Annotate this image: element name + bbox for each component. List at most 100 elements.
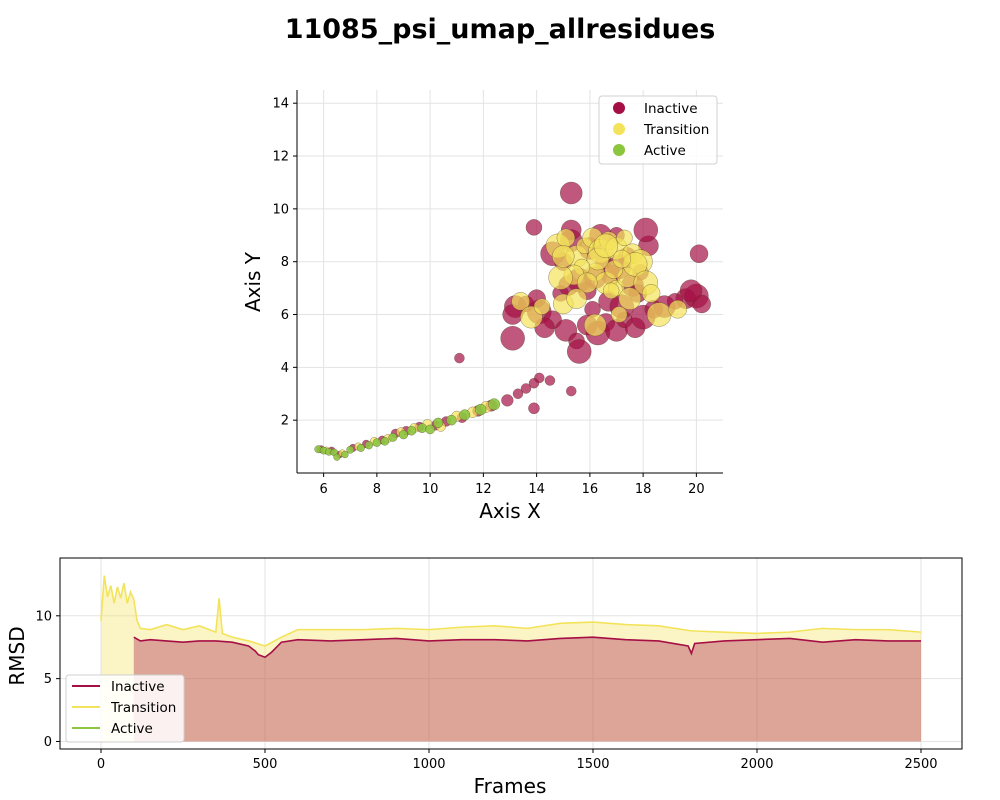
scatter-y-tick-label: 4	[281, 361, 289, 376]
scatter-point-inactive	[565, 385, 577, 397]
scatter-point-transition	[552, 245, 575, 268]
scatter-point-transition	[566, 288, 587, 309]
scatter-point-active	[380, 437, 390, 446]
scatter-x-tick-label: 6	[319, 482, 327, 497]
scatter-x-tick-label: 18	[635, 482, 652, 497]
scatter-point-active	[474, 403, 487, 416]
scatter-point-active	[398, 430, 409, 440]
scatter-point-active	[364, 441, 373, 450]
scatter-point-transition	[556, 228, 576, 248]
scatter-point-inactive	[689, 244, 709, 264]
scatter-y-tick-label: 8	[281, 255, 289, 270]
scatter-point-transition	[641, 284, 661, 303]
scatter-point-transition	[612, 249, 632, 269]
scatter-point-inactive	[528, 402, 540, 415]
rmsd-lines	[100, 575, 922, 659]
figure-title: 11085_psi_umap_allresidues	[285, 14, 716, 45]
rmsd-x-axis-label: Frames	[474, 774, 547, 798]
scatter-point-active	[488, 398, 500, 411]
scatter-legend-marker	[613, 144, 625, 156]
scatter-legend-marker	[613, 123, 625, 135]
scatter-point-inactive	[520, 383, 532, 394]
scatter-point-transition	[593, 233, 619, 259]
rmsd-legend-label: Transition	[110, 700, 176, 716]
scatter-point-active	[356, 443, 365, 452]
umap-scatter-plot: 6 8 10 12 14 16 18 20 2 4 6 8 10 12 14 Axis X Axis Y I…	[241, 90, 723, 523]
scatter-axes	[296, 90, 723, 474]
rmsd-legend-label: Inactive	[111, 679, 165, 695]
scatter-points	[314, 181, 711, 461]
scatter-point-active	[432, 417, 444, 428]
scatter-point-transition	[511, 292, 530, 311]
rmsd-y-axis-label: RMSD	[5, 626, 29, 685]
rmsd-x-tick-label: 1000	[412, 757, 445, 772]
scatter-x-tick-label: 8	[373, 482, 381, 497]
scatter-legend-label: Active	[644, 143, 686, 159]
scatter-point-transition	[610, 306, 628, 323]
scatter-point-active	[406, 425, 417, 436]
scatter-point-transition	[533, 298, 551, 315]
scatter-point-transition	[602, 282, 620, 299]
scatter-point-inactive	[454, 352, 465, 364]
scatter-point-inactive	[633, 217, 659, 243]
scatter-point-active	[372, 438, 382, 447]
rmsd-legend: Inactive Transition Active	[65, 674, 185, 743]
scatter-y-tick-label: 6	[281, 308, 289, 323]
scatter-point-transition	[616, 229, 633, 247]
scatter-point-transition	[576, 272, 598, 294]
scatter-point-transition	[548, 265, 573, 290]
rmsd-line-plot: 0 500 1000 1500 2000 2500 0 5 10 Frames RMSD Ina…	[5, 557, 963, 798]
scatter-point-inactive	[566, 339, 592, 364]
scatter-point-active	[417, 423, 428, 433]
scatter-x-tick-label: 12	[475, 482, 492, 497]
scatter-point-active	[346, 445, 355, 454]
rmsd-axes	[59, 557, 963, 750]
scatter-point-active	[341, 450, 349, 459]
rmsd-x-tick-label: 500	[253, 757, 278, 772]
scatter-point-inactive	[559, 181, 583, 205]
rmsd-x-tick-label: 2000	[740, 757, 773, 772]
scatter-point-inactive	[544, 375, 556, 386]
rmsd-fill-transition	[101, 575, 921, 742]
rmsd-y-tick-label: 5	[44, 672, 52, 687]
scatter-point-inactive	[534, 372, 545, 384]
rmsd-x-tick-label: 1500	[576, 757, 609, 772]
scatter-x-tick-label: 10	[422, 482, 439, 497]
rmsd-line-inactive	[133, 636, 921, 659]
rmsd-y-tick-label: 0	[44, 735, 52, 750]
scatter-legend-frame	[598, 95, 718, 165]
rmsd-plot-frame	[59, 557, 963, 750]
scatter-y-tick-label: 2	[281, 414, 289, 429]
scatter-point-transition	[618, 287, 642, 310]
scatter-point-transition	[646, 302, 672, 327]
scatter-point-inactive	[512, 388, 524, 400]
scatter-x-axis-label: Axis X	[479, 499, 541, 523]
scatter-y-tick-label: 10	[272, 202, 289, 217]
scatter-x-tick-label: 14	[528, 482, 545, 497]
scatter-x-tick-label: 20	[688, 482, 705, 497]
scatter-point-active	[388, 432, 398, 442]
scatter-point-active	[333, 453, 341, 461]
scatter-y-axis-label: Axis Y	[241, 251, 265, 312]
scatter-point-inactive	[500, 326, 525, 351]
rmsd-ticks: 0 500 1000 1500 2000 2500 0 5 10	[35, 609, 937, 772]
scatter-y-tick-label: 14	[272, 97, 289, 112]
scatter-point-active	[425, 424, 435, 435]
scatter-point-inactive	[501, 394, 514, 407]
rmsd-line-transition	[100, 575, 922, 647]
scatter-y-tick-label: 12	[272, 150, 289, 165]
scatter-point-transition	[668, 299, 687, 319]
scatter-x-tick-label: 16	[582, 482, 599, 497]
scatter-legend-label: Inactive	[644, 101, 698, 117]
rmsd-legend-frame	[65, 674, 185, 743]
scatter-ticks: 6 8 10 12 14 16 18 20 2 4 6 8 10 12 14	[272, 97, 704, 497]
scatter-point-inactive	[679, 279, 703, 302]
scatter-legend-label: Transition	[643, 122, 709, 138]
scatter-legend: Inactive Transition Active	[598, 95, 718, 165]
rmsd-y-tick-label: 10	[35, 609, 52, 624]
scatter-point-active	[446, 414, 457, 426]
rmsd-grid	[60, 558, 962, 749]
scatter-point-transition	[583, 313, 607, 337]
rmsd-fill-inactive	[133, 637, 922, 742]
